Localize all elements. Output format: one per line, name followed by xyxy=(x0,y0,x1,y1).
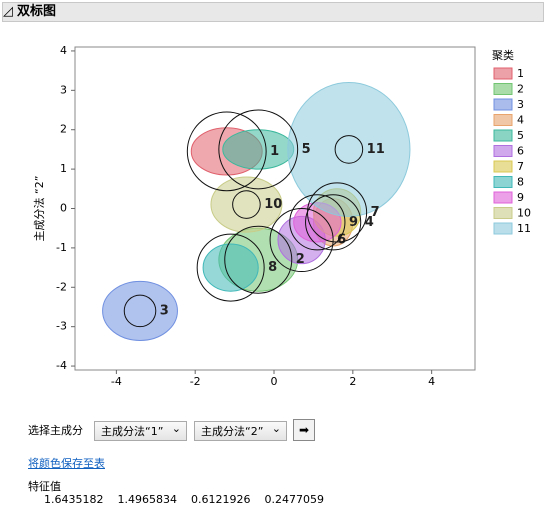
legend-label: 7 xyxy=(517,160,524,173)
legend-label: 2 xyxy=(517,83,524,96)
dropdown[interactable]: 主成分法“2” xyxy=(194,419,287,441)
legend-label: 4 xyxy=(517,114,524,127)
title: 双标图 xyxy=(17,4,57,19)
cluster-circle xyxy=(269,207,334,273)
cluster-density xyxy=(202,243,259,292)
eigen-value: 1.4965834 xyxy=(117,493,178,506)
y-tick-label: -3 xyxy=(56,320,67,333)
eigen-value: 0.6121926 xyxy=(191,493,251,506)
legend-label: 3 xyxy=(517,98,524,111)
cluster-circle xyxy=(232,190,261,219)
cluster-circle xyxy=(218,109,299,190)
y-tick-label: -2 xyxy=(56,280,67,293)
legend-swatch xyxy=(493,129,513,142)
y-tick-label: 2 xyxy=(60,123,67,136)
y-tick-label: -1 xyxy=(56,241,67,254)
cluster-circle xyxy=(224,225,293,294)
legend-swatch xyxy=(493,191,513,204)
legend-swatch xyxy=(493,145,513,157)
legend-swatch xyxy=(493,176,513,188)
cluster-label: 7 xyxy=(371,205,380,220)
x-tick-label: -2 xyxy=(190,375,201,388)
eigen-title: 特征值 xyxy=(28,480,61,493)
y-tick-label: 4 xyxy=(60,44,67,57)
legend-swatch xyxy=(493,98,513,111)
cluster-label: 1 xyxy=(270,144,279,159)
legend-label: 10 xyxy=(517,207,531,220)
cluster-label: 8 xyxy=(268,260,277,275)
cluster-label: 6 xyxy=(337,233,346,248)
select-label: 选择主成分 xyxy=(28,424,83,437)
legend-swatch xyxy=(493,160,513,173)
legend-swatch xyxy=(493,83,513,95)
cluster-circle xyxy=(305,194,362,251)
x-tick-label: -4 xyxy=(111,375,122,388)
save-link[interactable]: 将颜色保存至表 xyxy=(28,457,105,470)
cluster-density xyxy=(287,81,411,217)
eigen-value: 1.6435182 xyxy=(44,493,104,506)
cluster-label: 11 xyxy=(367,142,385,157)
cluster-density xyxy=(222,129,295,170)
legend-label: 11 xyxy=(517,222,531,235)
cluster-label: 4 xyxy=(365,215,374,230)
clusters xyxy=(102,81,411,341)
cluster-label: 2 xyxy=(296,252,305,267)
cluster-circle xyxy=(196,233,265,302)
legend-title: 聚类 xyxy=(492,48,514,62)
header[interactable]: ◿ 双标图 xyxy=(2,2,544,22)
go-button[interactable]: ➡ xyxy=(293,419,315,441)
legend-swatch xyxy=(493,114,513,126)
cluster-label: 10 xyxy=(264,197,282,212)
legend-label: 5 xyxy=(517,129,524,142)
legend-label: 9 xyxy=(517,191,524,204)
legend-swatch xyxy=(493,67,513,80)
cluster-label: 3 xyxy=(160,303,169,318)
y-axis-label: 主成分法 “2” xyxy=(32,176,46,242)
cluster-circle xyxy=(123,294,157,328)
cluster-circle xyxy=(289,194,346,251)
y-tick-label: 0 xyxy=(60,202,67,215)
cluster-label: 5 xyxy=(302,142,311,157)
eigen-value: 0.2477059 xyxy=(264,493,325,506)
cluster-label: 9 xyxy=(349,215,358,230)
y-tick-label: 1 xyxy=(60,162,67,175)
legend-label: 6 xyxy=(517,145,524,158)
legend-label: 8 xyxy=(517,176,524,189)
x-tick-label: 4 xyxy=(428,375,435,388)
legend-swatch xyxy=(493,222,513,235)
dropdown[interactable]: 主成分法“1” xyxy=(94,419,187,441)
chart: -4 -2 0 2 4 -4 -3 -2 -1 0 1 2 3 4 主成分法 “1” 主成分法 “2” 1 2 3 4… xyxy=(32,44,531,392)
legend-swatch xyxy=(493,207,513,219)
x-axis-label: 主成分法 “1” xyxy=(242,391,308,392)
cluster-circle xyxy=(334,135,364,164)
x-tick-label: 0 xyxy=(271,375,278,388)
y-tick-label: -4 xyxy=(56,359,67,372)
x-tick-label: 2 xyxy=(349,375,356,388)
y-tick-label: 3 xyxy=(60,83,67,96)
legend-label: 1 xyxy=(517,67,524,80)
cluster-circle xyxy=(186,111,267,192)
eigen-values: 1.6435182 1.4965834 0.6121926 0.2477059 xyxy=(44,493,324,506)
cluster-density xyxy=(102,280,178,341)
